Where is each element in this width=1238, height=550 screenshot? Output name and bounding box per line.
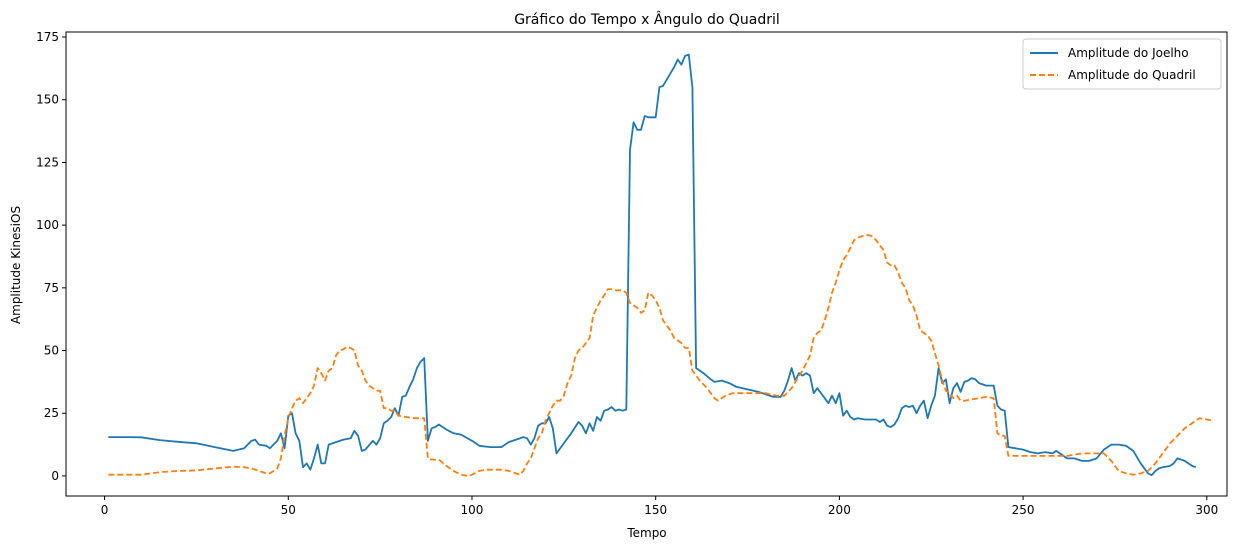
x-axis-ticks: 0 50 100 150 200 250 300 (101, 496, 1218, 517)
series-line-joelho (108, 53, 1197, 477)
x-axis-label: Tempo (626, 526, 666, 540)
legend: Amplitude do Joelho Amplitude do Quadril (1022, 38, 1222, 90)
x-tick-label: 0 (101, 503, 109, 517)
legend-label-quadril: Amplitude do Quadril (1068, 68, 1196, 82)
y-tick-label: 0 (51, 469, 59, 483)
y-tick-label: 100 (36, 218, 59, 232)
y-tick-label: 25 (44, 406, 59, 420)
x-tick-label: 50 (281, 503, 296, 517)
y-tick-label: 50 (44, 344, 59, 358)
x-tick-label: 200 (828, 503, 851, 517)
legend-label-joelho: Amplitude do Joelho (1068, 46, 1189, 60)
y-tick-label: 150 (36, 93, 59, 107)
x-tick-label: 100 (461, 503, 484, 517)
x-tick-label: 250 (1012, 503, 1035, 517)
y-axis-label: Amplitude KinesiOS (9, 206, 23, 324)
y-axis-ticks: 0 25 50 75 100 125 150 175 (36, 30, 66, 483)
chart-title: Gráfico do Tempo x Ângulo do Quadril (514, 10, 780, 28)
series-layer (108, 53, 1215, 477)
y-tick-label: 75 (44, 281, 59, 295)
plot-area-frame (65, 31, 1228, 497)
x-tick-label: 150 (644, 503, 667, 517)
x-tick-label: 300 (1195, 503, 1218, 517)
legend-box (1022, 38, 1222, 90)
y-tick-label: 175 (36, 30, 59, 44)
y-tick-label: 125 (36, 155, 59, 169)
series-line-quadril (108, 234, 1215, 477)
